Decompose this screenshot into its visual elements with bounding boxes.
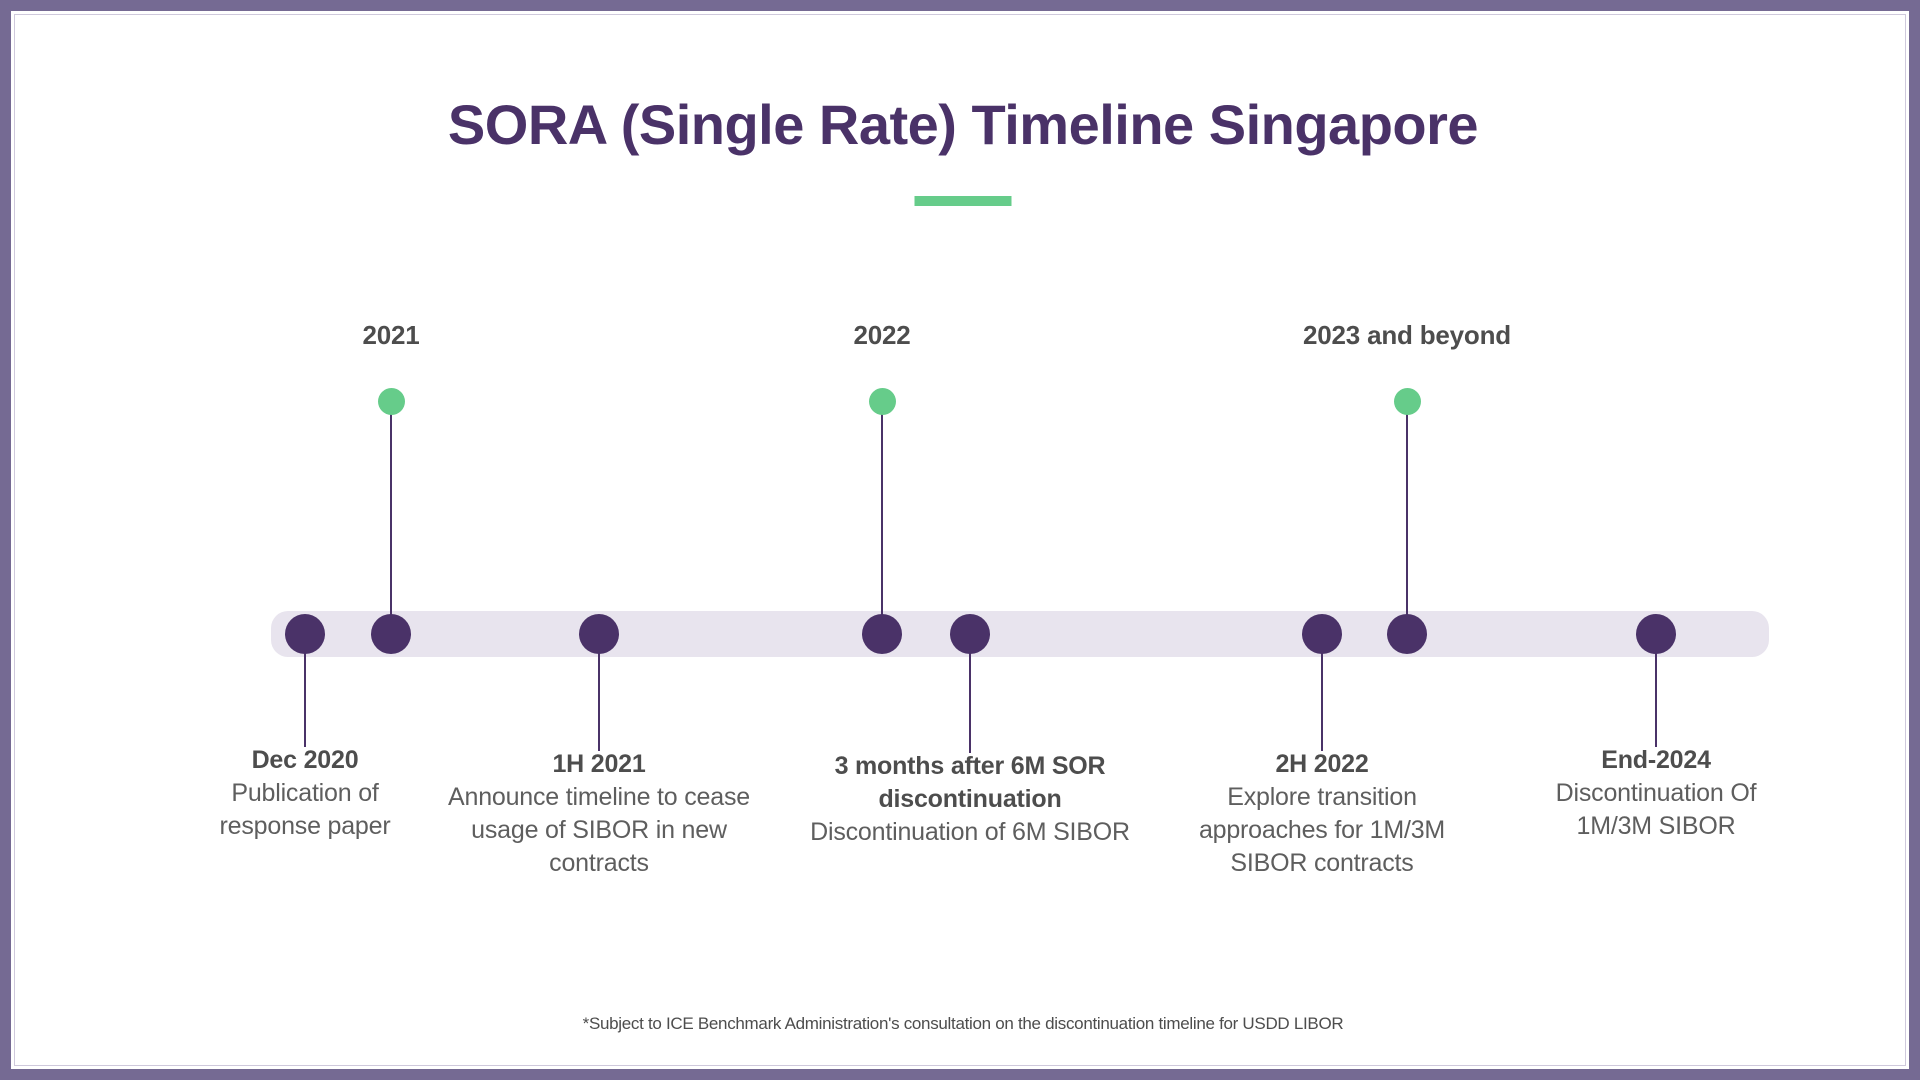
- year-marker-dot: [377, 388, 405, 415]
- event-heading: 1H 2021: [552, 750, 646, 778]
- event-heading: Dec 2020: [251, 746, 359, 774]
- title-accent-bar: [914, 196, 1012, 206]
- timeline-node-dot: [285, 614, 325, 654]
- year-label-2023: 2023 and beyond: [1303, 320, 1511, 350]
- event-heading: 2H 2022: [1275, 750, 1369, 778]
- event-description: Announce timeline to cease usage of SIBO…: [448, 783, 750, 877]
- page-title: SORA (Single Rate) Timeline Singapore: [447, 93, 1479, 156]
- year-label-2022: 2022: [853, 320, 911, 350]
- timeline-node-dot: [862, 614, 902, 654]
- timeline-node-dot: [1302, 614, 1342, 654]
- year-marker-dot: [868, 388, 896, 415]
- year-label-2021: 2021: [362, 320, 420, 350]
- event-stem: [969, 642, 971, 753]
- event-stem: [304, 642, 306, 747]
- timeline-event-end-2024: End-2024 Discontinuation Of 1M/3M SIBOR: [1516, 744, 1796, 843]
- footnote-text: *Subject to ICE Benchmark Administration…: [582, 1014, 1344, 1033]
- event-description: Discontinuation of 6M SIBOR: [810, 818, 1130, 846]
- timeline-event-2h-2022: 2H 2022 Explore transition approaches for…: [1177, 748, 1467, 880]
- timeline-rail: [271, 611, 1769, 657]
- event-stem: [598, 642, 600, 751]
- timeline-node-dot: [950, 614, 990, 654]
- timeline-node-dot: [579, 614, 619, 654]
- event-description: Discontinuation Of 1M/3M SIBOR: [1555, 779, 1757, 840]
- event-description: Explore transition approaches for 1M/3M …: [1198, 783, 1446, 877]
- event-heading: End-2024: [1601, 746, 1711, 774]
- event-stem: [1655, 642, 1657, 747]
- timeline-node-dot: [1636, 614, 1676, 654]
- timeline-event-1h-2021: 1H 2021 Announce timeline to cease usage …: [439, 748, 759, 880]
- frame-inner-border: SORA (Single Rate) Timeline Singapore 20…: [11, 11, 1909, 1069]
- event-description: Publication of response paper: [219, 779, 391, 840]
- timeline-event-3-months-after-6m-sor: 3 months after 6M SOR discontinuation Dis…: [800, 750, 1140, 849]
- year-marker-stem: [881, 406, 883, 622]
- year-marker-stem: [390, 406, 392, 622]
- year-marker-dot: [1393, 388, 1421, 415]
- year-marker-stem: [1406, 406, 1408, 622]
- timeline-node-dot: [371, 614, 411, 654]
- infographic-canvas: SORA (Single Rate) Timeline Singapore 20…: [14, 14, 1912, 1072]
- event-heading: 3 months after 6M SOR discontinuation: [834, 752, 1106, 813]
- timeline-event-dec-2020: Dec 2020 Publication of response paper: [180, 744, 430, 843]
- event-stem: [1321, 642, 1323, 751]
- timeline-node-dot: [1387, 614, 1427, 654]
